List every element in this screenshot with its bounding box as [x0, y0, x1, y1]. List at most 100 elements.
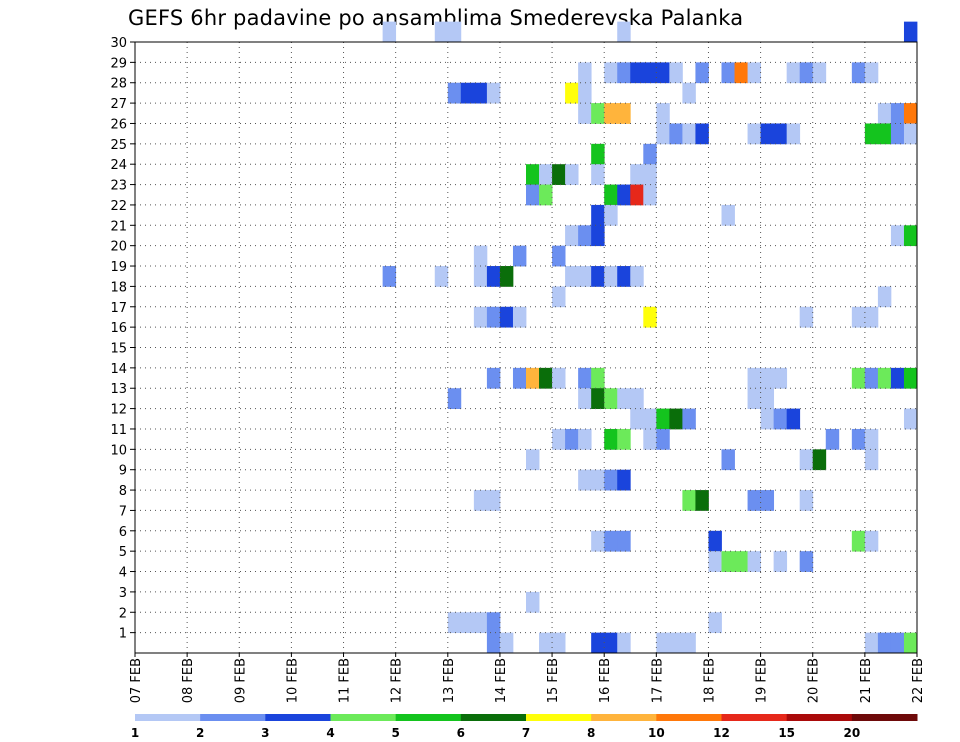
- y-tick-label: 5: [119, 545, 127, 560]
- x-tick-label: 08 FEB: [181, 658, 196, 703]
- heatmap-cell: [473, 266, 488, 287]
- heatmap-cell: [682, 632, 696, 654]
- heatmap-cell: [604, 266, 618, 287]
- heatmap-cell: [669, 123, 683, 145]
- heatmap-cell: [565, 266, 579, 287]
- colorbar-label: 3: [261, 726, 269, 740]
- colorbar-swatch: [265, 714, 331, 721]
- heatmap-cell: [747, 367, 761, 389]
- heatmap-cell: [903, 632, 918, 654]
- heatmap-cell: [578, 388, 592, 409]
- heatmap-cell: [734, 551, 748, 572]
- heatmap-cell: [669, 408, 683, 430]
- y-tick-label: 7: [119, 504, 127, 519]
- heatmap-cell: [604, 632, 618, 654]
- heatmap-cell: [890, 632, 905, 654]
- y-tick-label: 18: [110, 280, 127, 295]
- heatmap-cell: [656, 632, 670, 654]
- heatmap-cell: [877, 367, 892, 389]
- heatmap-cell: [643, 428, 657, 450]
- heatmap-cell: [890, 367, 905, 389]
- y-axis: 1234567891011121314151617181920212223242…: [110, 36, 135, 642]
- heatmap-cell: [604, 62, 618, 84]
- x-tick-label: 22 FEB: [911, 658, 926, 703]
- heatmap-cell: [486, 367, 501, 389]
- heatmap-cell: [760, 490, 775, 511]
- heatmap-cell: [539, 632, 553, 654]
- y-tick-label: 13: [110, 382, 127, 397]
- x-tick-label: 09 FEB: [233, 658, 248, 703]
- heatmap-cell: [552, 367, 566, 389]
- colorbar: 1 2 3 4 5 6 7 8 10 12 15 20: [131, 714, 918, 740]
- heatmap-cell: [656, 103, 670, 124]
- heatmap-cell: [695, 62, 709, 84]
- heatmap-cell: [591, 388, 605, 409]
- y-tick-label: 19: [110, 260, 127, 275]
- x-tick-label: 15 FEB: [546, 658, 561, 703]
- y-tick-label: 23: [110, 179, 127, 194]
- heatmap-cell: [512, 306, 527, 328]
- heatmap-cell: [695, 490, 709, 511]
- heatmap-cell: [473, 490, 488, 511]
- heatmap-cell: [565, 428, 579, 450]
- heatmap-cell: [747, 62, 761, 84]
- heatmap-cell: [578, 266, 592, 287]
- y-tick-label: 20: [110, 240, 127, 255]
- y-tick-label: 10: [110, 443, 127, 458]
- heatmap-cell: [591, 632, 605, 654]
- colorbar-label: 2: [196, 726, 204, 740]
- heatmap-cell: [591, 103, 605, 124]
- colorbar-swatch: [851, 714, 918, 721]
- colorbar-swatch: [786, 714, 853, 721]
- y-tick-label: 27: [110, 97, 127, 112]
- y-tick-label: 1: [119, 627, 127, 642]
- heatmap-cell: [656, 123, 670, 145]
- heatmap-cell: [617, 428, 631, 450]
- colorbar-swatch: [135, 714, 201, 721]
- heatmap-cell: [447, 388, 462, 409]
- heatmap-cell: [460, 82, 475, 104]
- heatmap-cell: [591, 164, 605, 185]
- heatmap-cell: [578, 225, 592, 247]
- heatmap-cell: [447, 612, 462, 634]
- heatmap-cell: [526, 591, 540, 613]
- colorbar-label: 4: [326, 726, 334, 740]
- heatmap-cell: [604, 103, 618, 124]
- heatmap-cell: [773, 408, 788, 430]
- heatmap-cell: [864, 449, 879, 471]
- heatmap-cell: [799, 62, 814, 84]
- heatmap-cell: [552, 632, 566, 654]
- heatmap-cell: [578, 367, 592, 389]
- heatmap-cell: [747, 388, 761, 409]
- heatmap-cell: [630, 164, 644, 185]
- heatmap-cell: [864, 62, 879, 84]
- x-axis: 07 FEB 08 FEB 09 FEB 10 FEB 11 FEB 12 FEB 13 F…: [129, 653, 926, 703]
- heatmap-cell: [604, 530, 618, 552]
- colorbar-swatch: [200, 714, 266, 721]
- heatmap-cell: [486, 82, 501, 104]
- y-tick-label: 12: [110, 403, 127, 418]
- heatmap-cell: [825, 428, 840, 450]
- heatmap-cell: [877, 286, 892, 308]
- heatmap-cell: [526, 367, 540, 389]
- heatmap-cell: [760, 388, 775, 409]
- heatmap-cell: [578, 62, 592, 84]
- heatmap-cell: [682, 82, 696, 104]
- heatmap-cell: [473, 82, 488, 104]
- grid-layer: [135, 42, 917, 653]
- y-tick-label: 14: [110, 362, 127, 377]
- heatmap-cell: [656, 62, 670, 84]
- heatmap-cell: [760, 123, 775, 145]
- heatmap-cell: [682, 408, 696, 430]
- heatmap-cell: [499, 266, 514, 287]
- y-tick-label: 9: [119, 464, 127, 479]
- colorbar-swatch: [656, 714, 722, 721]
- heatmap-cell: [578, 469, 592, 491]
- x-tick-label: 13 FEB: [442, 658, 457, 703]
- heatmap-cell: [617, 62, 631, 84]
- heatmap-cell: [734, 62, 748, 84]
- heatmap-cell: [708, 530, 722, 552]
- y-tick-label: 15: [110, 342, 127, 357]
- heatmap-cell: [486, 612, 501, 634]
- heatmap-cell: [721, 62, 735, 84]
